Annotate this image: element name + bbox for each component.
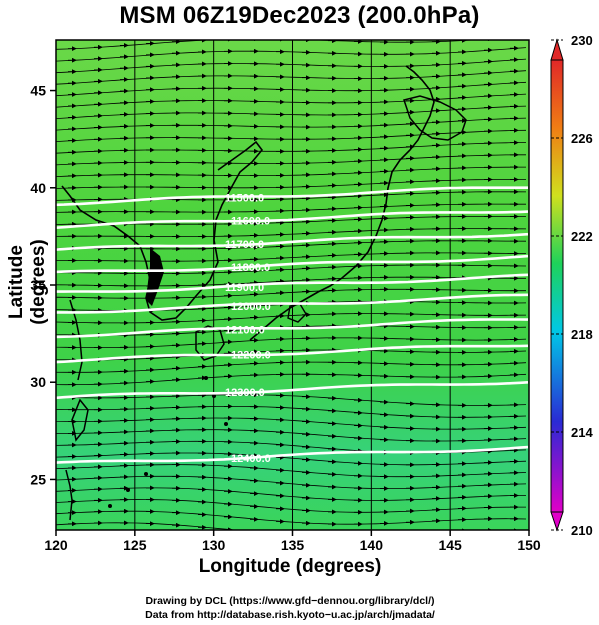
chart-title: MSM 06Z19Dec2023 (200.0hPa) — [119, 2, 480, 29]
wind-vectors — [56, 40, 527, 530]
y-axis-ticks: 25 30 35 40 45 — [30, 83, 56, 487]
height-contour — [56, 210, 529, 229]
x-axis-ticks: 120 125 130 135 140 145 150 — [44, 530, 541, 553]
contour-label: 11800.0 — [231, 262, 270, 274]
contour-label: 12100.0 — [225, 325, 265, 337]
x-tick-label: 120 — [44, 537, 68, 553]
x-tick-label: 145 — [438, 537, 462, 553]
colorbar-scale — [550, 59, 564, 513]
x-tick-label: 135 — [281, 537, 305, 553]
x-tick-label: 140 — [360, 537, 384, 553]
height-contour — [56, 232, 529, 251]
height-contour — [56, 381, 529, 400]
x-tick-label: 130 — [202, 537, 226, 553]
height-contour — [56, 293, 529, 314]
x-tick-label: 150 — [517, 537, 541, 553]
y-axis-label: Latitude (degrees) — [6, 239, 49, 325]
height-contour — [56, 445, 529, 464]
credit-drawing: Drawing by DCL (https://www.gfd−dennou.o… — [145, 595, 435, 607]
y-tick-label: 45 — [30, 83, 46, 99]
colorbar-bottom-arrow — [550, 511, 564, 532]
colorbar-label: 210 — [571, 523, 593, 538]
contour-label: 11700.0 — [225, 239, 264, 251]
contour-label: 11600.0 — [231, 216, 270, 228]
x-tick-label: 125 — [123, 537, 147, 553]
x-axis-label: Longitude (degrees) — [198, 556, 382, 577]
height-contour — [56, 318, 529, 339]
height-contour — [56, 254, 529, 274]
y-tick-label: 30 — [30, 374, 46, 390]
colorbar-label: 222 — [571, 229, 593, 244]
colorbar-label: 230 — [571, 33, 593, 48]
colorbar-label: 214 — [571, 425, 593, 440]
gridlines — [134, 40, 451, 530]
height-contour — [56, 186, 528, 207]
contour-label: 12200.0 — [231, 350, 271, 362]
contour-label: 12000.0 — [231, 301, 271, 313]
colorbar: 230 226 222 218 214 210 — [550, 33, 593, 538]
y-tick-label: 40 — [30, 180, 46, 196]
colorbar-label: 226 — [571, 131, 593, 146]
height-contours: 11500.0 11600.0 11700.0 11800.0 11900.0 12000… — [56, 186, 529, 465]
credit-data: Data from http://database.rish.kyoto−u.a… — [145, 609, 435, 621]
colorbar-top-arrow — [550, 38, 564, 61]
contour-label: 11500.0 — [225, 192, 264, 204]
height-contour — [56, 344, 529, 364]
colorbar-label: 218 — [571, 327, 593, 342]
y-tick-label: 25 — [30, 471, 46, 487]
height-contour — [56, 273, 529, 293]
y-tick-label: 35 — [30, 277, 46, 293]
contour-label: 12300.0 — [225, 387, 265, 399]
contour-label: 11900.0 — [225, 282, 264, 294]
contour-label: 12400.0 — [231, 453, 271, 465]
